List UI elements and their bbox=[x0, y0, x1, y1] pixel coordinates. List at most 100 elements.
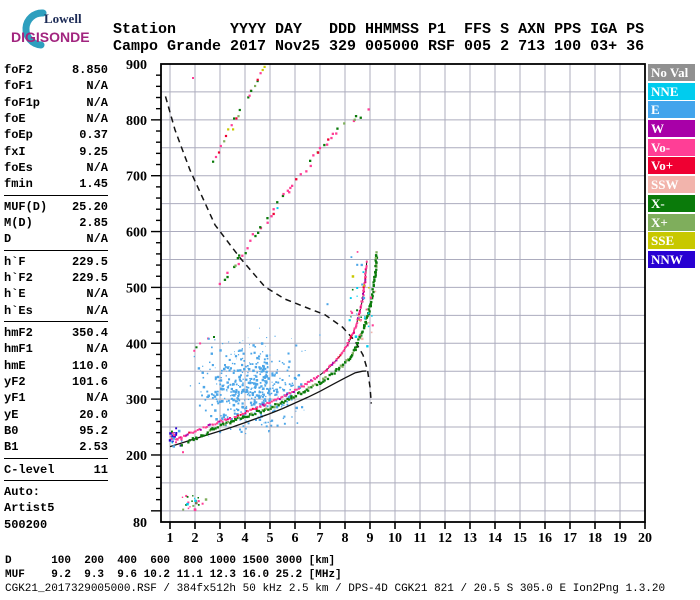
param-label: foE bbox=[4, 112, 26, 127]
param-value: 11 bbox=[93, 462, 108, 477]
param-row: B0 95.2 bbox=[4, 423, 108, 439]
param-label: foF2 bbox=[4, 63, 33, 78]
legend-item-no-val: No Val bbox=[648, 64, 695, 81]
param-label: yF1 bbox=[4, 391, 26, 406]
param-value: 2.53 bbox=[79, 440, 108, 455]
svg-text:14: 14 bbox=[488, 531, 502, 546]
svg-text:700: 700 bbox=[126, 170, 147, 185]
param-value: 1.45 bbox=[79, 177, 108, 192]
logo-text-digisonde: DIGISONDE bbox=[11, 29, 90, 45]
auto-scaling-block: Auto: Artist5 500200 bbox=[4, 484, 108, 535]
legend-item-vo-: Vo+ bbox=[648, 157, 695, 175]
param-row: yF1 N/A bbox=[4, 390, 108, 406]
param-label: M(D) bbox=[4, 216, 33, 231]
svg-text:900: 900 bbox=[126, 58, 147, 73]
svg-text:1: 1 bbox=[167, 531, 174, 546]
svg-text:11: 11 bbox=[413, 531, 426, 546]
logo-text-lowell: Lowell bbox=[44, 11, 82, 26]
param-row: h`F2 229.5 bbox=[4, 270, 108, 286]
param-label: foF1 bbox=[4, 79, 33, 94]
legend-item-nne: NNE bbox=[648, 82, 695, 100]
param-row: foF1 N/A bbox=[4, 78, 108, 94]
param-row: MUF(D) 25.20 bbox=[4, 199, 108, 215]
param-value: N/A bbox=[86, 161, 108, 176]
param-value: 8.850 bbox=[71, 63, 108, 78]
svg-text:7: 7 bbox=[317, 531, 324, 546]
param-value: 110.0 bbox=[71, 358, 108, 373]
param-panel: foF2 8.850 foF1 N/A foF1p N/A foE N/A foEp 0.37 fx… bbox=[4, 62, 108, 538]
param-value: N/A bbox=[86, 232, 108, 247]
param-row: B1 2.53 bbox=[4, 439, 108, 455]
param-value: 25.20 bbox=[71, 199, 108, 214]
svg-text:18: 18 bbox=[588, 531, 602, 546]
param-label: hmE bbox=[4, 358, 26, 373]
param-label: foEp bbox=[4, 128, 33, 143]
param-label: B0 bbox=[4, 424, 19, 439]
svg-text:400: 400 bbox=[126, 337, 147, 352]
svg-text:20: 20 bbox=[638, 531, 652, 546]
param-row: foF1p N/A bbox=[4, 95, 108, 111]
param-value: 229.5 bbox=[71, 271, 108, 286]
auto-scaling-line: Artist5 bbox=[4, 501, 55, 516]
lowell-digisonde-logo: Lowell DIGISONDE bbox=[6, 5, 111, 51]
param-label: D bbox=[4, 232, 12, 247]
param-row: yE 20.0 bbox=[4, 407, 108, 423]
param-label: h`Es bbox=[4, 303, 33, 318]
param-row: hmF1 N/A bbox=[4, 341, 108, 357]
param-row: fxI 9.25 bbox=[4, 144, 108, 160]
param-row: foEp 0.37 bbox=[4, 127, 108, 143]
svg-text:5: 5 bbox=[267, 531, 274, 546]
param-value: N/A bbox=[86, 112, 108, 127]
legend-item-e: E bbox=[648, 101, 695, 119]
svg-text:80: 80 bbox=[133, 516, 147, 531]
station-header: Station YYYY DAY DDD HHMMSS P1 FFS S AXN… bbox=[113, 21, 644, 55]
param-value: 0.37 bbox=[79, 128, 108, 143]
d-muf-table: D 100 200 400 600 800 1000 1500 3000 [km… bbox=[5, 555, 342, 582]
svg-text:600: 600 bbox=[126, 226, 147, 241]
auto-scaling-line: 500200 bbox=[4, 517, 48, 532]
param-label: foEs bbox=[4, 161, 33, 176]
param-row: h`Es N/A bbox=[4, 303, 108, 319]
param-value: N/A bbox=[86, 303, 108, 318]
param-value: 101.6 bbox=[71, 375, 108, 390]
velocity-direction-legend: No Val NNE E W Vo- Vo+ SSW X- X+ SSE NNW bbox=[648, 64, 695, 270]
svg-text:2: 2 bbox=[192, 531, 199, 546]
svg-text:6: 6 bbox=[292, 531, 299, 546]
svg-text:13: 13 bbox=[463, 531, 477, 546]
svg-text:800: 800 bbox=[126, 114, 147, 129]
param-value: N/A bbox=[86, 391, 108, 406]
param-value: N/A bbox=[86, 79, 108, 94]
svg-text:3: 3 bbox=[217, 531, 224, 546]
param-label: fxI bbox=[4, 144, 26, 159]
svg-text:4: 4 bbox=[242, 531, 249, 546]
param-value: 95.2 bbox=[79, 424, 108, 439]
header-line-2: Campo Grande 2017 Nov25 329 005000 RSF 0… bbox=[113, 38, 645, 55]
param-label: h`E bbox=[4, 287, 26, 302]
legend-item-sse: SSE bbox=[648, 232, 695, 250]
param-row: hmF2 350.4 bbox=[4, 325, 108, 341]
param-group: MUF(D) 25.20 M(D) 2.85 D N/A bbox=[4, 199, 108, 251]
param-label: fmin bbox=[4, 177, 33, 192]
param-group: foF2 8.850 foF1 N/A foF1p N/A foE N/A foEp 0.37 fx… bbox=[4, 62, 108, 196]
param-row: hmE 110.0 bbox=[4, 358, 108, 374]
param-group: h`F 229.5 h`F2 229.5 h`E N/A h`Es N/A bbox=[4, 254, 108, 322]
param-row: fmin 1.45 bbox=[4, 176, 108, 192]
legend-item-x-: X- bbox=[648, 194, 695, 212]
legend-item-vo-: Vo- bbox=[648, 138, 695, 156]
svg-text:15: 15 bbox=[513, 531, 527, 546]
footer-status-line: CGK21_2017329005000.RSF / 384fx512h 50 k… bbox=[5, 583, 666, 595]
param-row: h`E N/A bbox=[4, 286, 108, 302]
param-value: 20.0 bbox=[79, 407, 108, 422]
svg-text:8: 8 bbox=[342, 531, 349, 546]
svg-text:16: 16 bbox=[538, 531, 552, 546]
param-value: N/A bbox=[86, 287, 108, 302]
param-label: h`F bbox=[4, 254, 26, 269]
svg-text:12: 12 bbox=[438, 531, 452, 546]
param-row: foF2 8.850 bbox=[4, 62, 108, 78]
param-row: C-level 11 bbox=[4, 462, 108, 478]
param-value: N/A bbox=[86, 342, 108, 357]
d-row: D 100 200 400 600 800 1000 1500 3000 [km… bbox=[5, 555, 336, 567]
param-value: 350.4 bbox=[71, 326, 108, 341]
